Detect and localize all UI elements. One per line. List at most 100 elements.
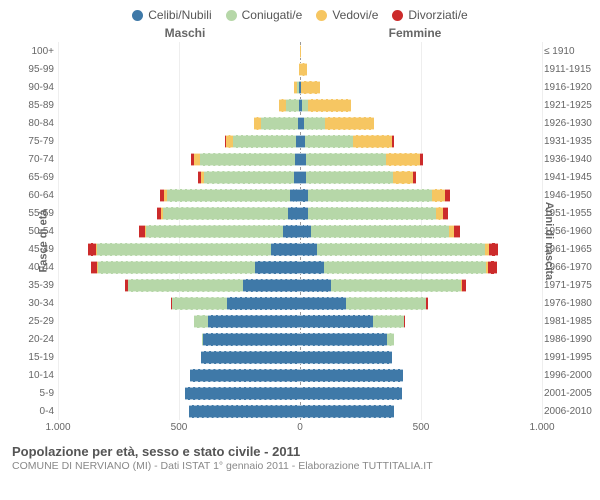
age-tick: 30-34 (20, 298, 54, 309)
age-tick: 90-94 (20, 82, 54, 93)
segment-w (432, 189, 445, 202)
birth-tick: 1921-1925 (544, 100, 594, 111)
pyramid-row: 80-841926-1930 (58, 114, 542, 132)
male-bar (58, 207, 300, 220)
segment-c (300, 405, 394, 418)
segment-d (420, 153, 424, 166)
segment-g (146, 225, 283, 238)
legend-swatch (226, 10, 237, 21)
x-tick: 1.000 (529, 422, 554, 433)
segment-w (436, 207, 443, 220)
segment-c (189, 405, 300, 418)
segment-c (300, 351, 392, 364)
segment-d (443, 207, 448, 220)
segment-w (393, 171, 412, 184)
female-bar (300, 261, 542, 274)
female-bar (300, 225, 542, 238)
pyramid-row: 30-341976-1980 (58, 294, 542, 312)
pyramid-row: 65-691941-1945 (58, 168, 542, 186)
age-tick: 80-84 (20, 118, 54, 129)
segment-c (300, 261, 324, 274)
segment-d (404, 315, 405, 328)
x-tick: 0 (297, 422, 303, 433)
segment-w (300, 63, 307, 76)
male-title: Maschi (70, 26, 300, 40)
segment-g (308, 207, 435, 220)
legend-item: Celibi/Nubili (132, 8, 211, 22)
pyramid-row: 75-791931-1935 (58, 132, 542, 150)
pyramid-row: 85-891921-1925 (58, 96, 542, 114)
age-tick: 20-24 (20, 334, 54, 345)
female-bar (300, 63, 542, 76)
male-bar (58, 387, 300, 400)
segment-c (300, 297, 346, 310)
segment-c (271, 243, 300, 256)
pyramid-row: 50-541956-1960 (58, 222, 542, 240)
segment-g (200, 153, 296, 166)
pyramid-row: 20-241986-1990 (58, 330, 542, 348)
segment-g (305, 135, 353, 148)
birth-tick: 1956-1960 (544, 226, 594, 237)
segment-c (203, 333, 300, 346)
birth-tick: 1971-1975 (544, 280, 594, 291)
segment-d (88, 243, 95, 256)
segment-g (308, 189, 431, 202)
population-pyramid-chart: Celibi/NubiliConiugati/eVedovi/eDivorzia… (0, 0, 600, 500)
pyramid-rows: 100+≤ 191095-991911-191590-941916-192085… (58, 42, 542, 420)
female-bar (300, 315, 542, 328)
age-tick: 75-79 (20, 136, 54, 147)
segment-d (454, 225, 460, 238)
pyramid-row: 90-941916-1920 (58, 78, 542, 96)
female-bar (300, 405, 542, 418)
segment-g (346, 297, 426, 310)
age-tick: 35-39 (20, 280, 54, 291)
birth-tick: 1951-1955 (544, 208, 594, 219)
segment-g (286, 99, 299, 112)
male-bar (58, 135, 300, 148)
legend-swatch (316, 10, 327, 21)
segment-g (128, 279, 243, 292)
segment-g (194, 315, 209, 328)
female-bar (300, 387, 542, 400)
segment-d (462, 279, 467, 292)
male-bar (58, 99, 300, 112)
birth-tick: 1931-1935 (544, 136, 594, 147)
female-bar (300, 279, 542, 292)
female-bar (300, 207, 542, 220)
segment-g (311, 225, 449, 238)
male-bar (58, 351, 300, 364)
male-bar (58, 261, 300, 274)
female-bar (300, 351, 542, 364)
segment-g (163, 207, 288, 220)
segment-w (308, 99, 350, 112)
birth-tick: 2006-2010 (544, 406, 594, 417)
age-tick: 65-69 (20, 172, 54, 183)
chart-footer: Popolazione per età, sesso e stato civil… (10, 444, 590, 472)
female-bar (300, 369, 542, 382)
age-tick: 55-59 (20, 208, 54, 219)
segment-d (392, 135, 394, 148)
female-title: Femmine (300, 26, 530, 40)
segment-c (300, 189, 308, 202)
male-bar (58, 153, 300, 166)
segment-g (373, 315, 404, 328)
segment-c (288, 207, 300, 220)
segment-c (243, 279, 300, 292)
age-tick: 50-54 (20, 226, 54, 237)
segment-c (255, 261, 300, 274)
birth-tick: 1911-1915 (544, 64, 594, 75)
legend-item: Divorziati/e (392, 8, 467, 22)
male-bar (58, 117, 300, 130)
male-bar (58, 369, 300, 382)
male-bar (58, 225, 300, 238)
legend-swatch (132, 10, 143, 21)
pyramid-row: 45-491961-1965 (58, 240, 542, 258)
age-tick: 60-64 (20, 190, 54, 201)
legend-label: Coniugati/e (242, 8, 303, 22)
male-bar (58, 405, 300, 418)
female-bar (300, 189, 542, 202)
age-tick: 40-44 (20, 262, 54, 273)
segment-w (300, 45, 301, 58)
pyramid-row: 15-191991-1995 (58, 348, 542, 366)
female-bar (300, 117, 542, 130)
